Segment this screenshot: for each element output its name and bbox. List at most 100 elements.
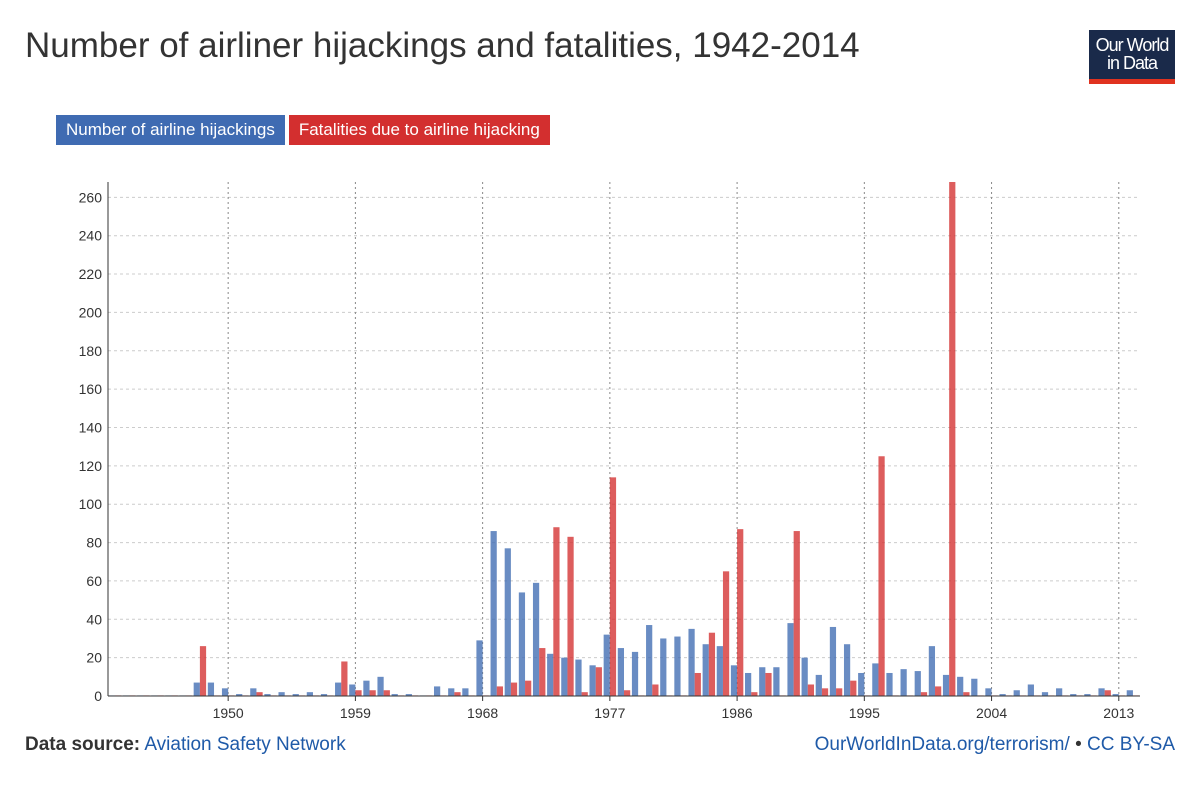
bar-hijackings-1987[interactable] xyxy=(745,672,752,696)
bar-hijackings-2003[interactable] xyxy=(971,678,978,696)
bar-hijackings-1994[interactable] xyxy=(843,644,851,696)
bar-fatalities-1973[interactable] xyxy=(553,527,560,696)
bar-fatalities-1992[interactable] xyxy=(821,688,829,696)
bar-hijackings-1962[interactable] xyxy=(391,694,398,696)
bar-fatalities-1988[interactable] xyxy=(765,672,772,696)
bar-hijackings-1976[interactable] xyxy=(589,665,596,696)
bar-fatalities-1994[interactable] xyxy=(850,680,857,696)
bar-fatalities-1980[interactable] xyxy=(652,684,659,696)
bar-fatalities-1991[interactable] xyxy=(807,684,815,696)
bar-hijackings-2006[interactable] xyxy=(1013,690,1020,696)
bar-hijackings-1953[interactable] xyxy=(264,694,271,696)
bar-fatalities-1952[interactable] xyxy=(256,692,263,696)
license-link[interactable]: CC BY-SA xyxy=(1087,734,1175,755)
bar-hijackings-1949[interactable] xyxy=(207,682,215,696)
bar-hijackings-1985[interactable] xyxy=(716,646,723,696)
bar-hijackings-1975[interactable] xyxy=(575,659,582,696)
owid-logo[interactable]: Our World in Data xyxy=(1089,30,1175,84)
legend-item-fatalities[interactable]: Fatalities due to airline hijacking xyxy=(288,115,550,145)
bar-fatalities-1974[interactable] xyxy=(567,536,574,696)
bar-fatalities-1961[interactable] xyxy=(383,690,390,696)
bar-hijackings-1959[interactable] xyxy=(349,684,356,696)
bar-fatalities-1993[interactable] xyxy=(836,688,843,696)
bar-fatalities-1977[interactable] xyxy=(609,477,617,696)
bar-hijackings-1993[interactable] xyxy=(829,626,837,696)
bar-fatalities-1996[interactable] xyxy=(878,456,885,696)
bar-hijackings-1960[interactable] xyxy=(363,680,370,696)
bar-fatalities-1971[interactable] xyxy=(525,680,532,696)
bar-fatalities-1958[interactable] xyxy=(341,661,348,696)
bar-hijackings-2000[interactable] xyxy=(928,646,936,696)
bar-hijackings-1986[interactable] xyxy=(730,665,738,696)
bar-hijackings-2002[interactable] xyxy=(957,676,964,696)
bar-hijackings-2011[interactable] xyxy=(1084,694,1091,696)
bar-hijackings-1989[interactable] xyxy=(773,667,780,696)
bar-hijackings-1983[interactable] xyxy=(688,628,695,696)
legend-item-hijackings[interactable]: Number of airline hijackings xyxy=(56,115,285,145)
bar-hijackings-2008[interactable] xyxy=(1041,692,1049,696)
bar-hijackings-1967[interactable] xyxy=(462,688,469,696)
bar-fatalities-1986[interactable] xyxy=(737,529,744,696)
bar-fatalities-1948[interactable] xyxy=(199,646,207,696)
bar-hijackings-1980[interactable] xyxy=(646,625,653,696)
bar-fatalities-1984[interactable] xyxy=(708,632,716,696)
bar-fatalities-1970[interactable] xyxy=(510,682,518,696)
bar-fatalities-1976[interactable] xyxy=(595,667,602,696)
bar-hijackings-1958[interactable] xyxy=(335,682,342,696)
bar-hijackings-1998[interactable] xyxy=(900,669,907,696)
bar-hijackings-1970[interactable] xyxy=(504,548,511,696)
bar-hijackings-1969[interactable] xyxy=(490,531,497,696)
bar-hijackings-2005[interactable] xyxy=(999,694,1006,696)
bar-hijackings-1974[interactable] xyxy=(561,657,568,696)
bar-hijackings-1957[interactable] xyxy=(320,694,328,696)
bar-fatalities-1969[interactable] xyxy=(496,686,503,696)
bar-fatalities-1985[interactable] xyxy=(722,571,730,696)
bar-hijackings-1999[interactable] xyxy=(914,671,921,696)
bar-fatalities-1978[interactable] xyxy=(624,690,631,696)
bar-hijackings-1996[interactable] xyxy=(872,663,879,696)
bar-fatalities-2002[interactable] xyxy=(963,692,970,696)
bar-hijackings-2012[interactable] xyxy=(1098,688,1105,696)
bar-fatalities-1972[interactable] xyxy=(539,648,546,696)
bar-hijackings-2004[interactable] xyxy=(985,688,992,696)
bar-hijackings-1971[interactable] xyxy=(518,592,526,696)
bar-hijackings-1984[interactable] xyxy=(702,644,709,696)
bar-hijackings-1968[interactable] xyxy=(476,640,483,696)
bar-hijackings-2010[interactable] xyxy=(1070,694,1077,696)
bar-hijackings-1951[interactable] xyxy=(236,694,243,696)
bar-hijackings-1965[interactable] xyxy=(433,686,441,696)
bar-hijackings-1982[interactable] xyxy=(674,636,681,696)
bar-hijackings-2009[interactable] xyxy=(1056,688,1063,696)
bar-fatalities-1966[interactable] xyxy=(454,692,461,696)
bar-hijackings-1990[interactable] xyxy=(787,623,794,696)
bar-hijackings-1978[interactable] xyxy=(617,648,624,696)
bar-hijackings-1961[interactable] xyxy=(377,676,384,696)
bar-hijackings-1979[interactable] xyxy=(631,651,639,696)
bar-hijackings-1977[interactable] xyxy=(603,634,610,696)
bar-hijackings-1981[interactable] xyxy=(660,638,667,696)
bar-hijackings-2001[interactable] xyxy=(942,674,950,696)
bar-hijackings-1973[interactable] xyxy=(547,653,554,696)
bar-hijackings-1955[interactable] xyxy=(292,694,299,696)
bar-hijackings-1954[interactable] xyxy=(278,692,285,696)
bar-hijackings-2007[interactable] xyxy=(1027,684,1034,696)
bar-fatalities-1987[interactable] xyxy=(751,692,758,696)
bar-hijackings-1972[interactable] xyxy=(532,582,540,696)
bar-hijackings-2014[interactable] xyxy=(1126,690,1133,696)
bar-fatalities-1990[interactable] xyxy=(793,531,800,696)
bar-hijackings-1950[interactable] xyxy=(221,688,229,696)
data-source-link[interactable]: Aviation Safety Network xyxy=(144,734,346,755)
bar-fatalities-1975[interactable] xyxy=(581,692,588,696)
bar-hijackings-2013[interactable] xyxy=(1112,694,1119,696)
bar-hijackings-1997[interactable] xyxy=(886,672,893,696)
bar-hijackings-1948[interactable] xyxy=(193,682,200,696)
bar-hijackings-1995[interactable] xyxy=(858,672,865,696)
bar-hijackings-1956[interactable] xyxy=(306,692,313,696)
bar-fatalities-1960[interactable] xyxy=(369,690,376,696)
bar-fatalities-2012[interactable] xyxy=(1104,690,1111,696)
bar-hijackings-1963[interactable] xyxy=(405,694,412,696)
bar-hijackings-1952[interactable] xyxy=(250,688,257,696)
bar-fatalities-1959[interactable] xyxy=(355,690,362,696)
bar-fatalities-2001[interactable] xyxy=(949,182,956,696)
bar-fatalities-2000[interactable] xyxy=(935,686,942,696)
